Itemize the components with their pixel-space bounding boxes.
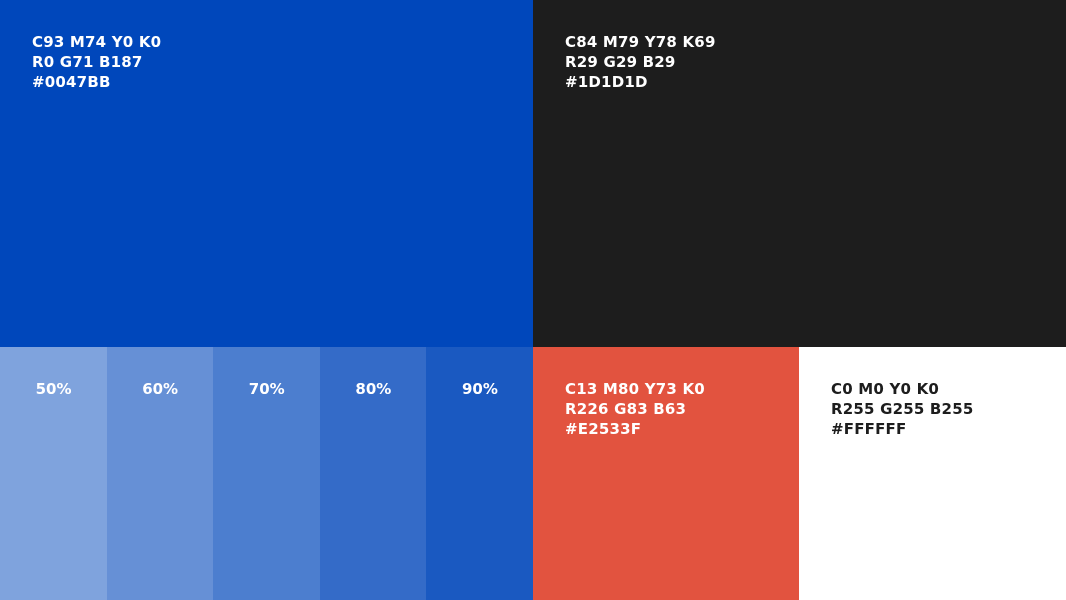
tint-label: 90% <box>461 380 498 398</box>
color-code: R255 G255 B255 <box>831 400 974 418</box>
tint-swatch: 80% <box>319 347 427 600</box>
tint-label: 80% <box>355 380 392 398</box>
color-code: #E2533F <box>565 420 642 438</box>
color-code: R29 G29 B29 <box>565 53 676 71</box>
color-code: #0047BB <box>32 73 111 91</box>
tint-swatch: 50% <box>0 347 108 600</box>
color-swatch: C84 M79 Y78 K69 R29 G29 B29 #1D1D1D <box>533 0 1066 347</box>
tint-label: 50% <box>35 380 72 398</box>
tint-swatch: 90% <box>426 347 534 600</box>
color-code: C0 M0 Y0 K0 <box>831 380 940 398</box>
color-code: #1D1D1D <box>565 73 648 91</box>
color-swatch: C13 M80 Y73 K0 R226 G83 B63 #E2533F <box>533 347 799 600</box>
color-code: C13 M80 Y73 K0 <box>565 380 705 398</box>
color-code: C93 M74 Y0 K0 <box>32 33 162 51</box>
color-code: #FFFFFF <box>831 420 907 438</box>
color-swatch: C93 M74 Y0 K0 R0 G71 B187 #0047BB <box>0 0 533 347</box>
tint-label: 70% <box>248 380 285 398</box>
color-code: C84 M79 Y78 K69 <box>565 33 716 51</box>
tint-label: 60% <box>142 380 179 398</box>
color-code: R0 G71 B187 <box>32 53 143 71</box>
color-swatch: C0 M0 Y0 K0 R255 G255 B255 #FFFFFF <box>799 347 1066 600</box>
tint-swatch: 70% <box>213 347 321 600</box>
tint-swatch: 60% <box>106 347 214 600</box>
color-code: R226 G83 B63 <box>565 400 687 418</box>
